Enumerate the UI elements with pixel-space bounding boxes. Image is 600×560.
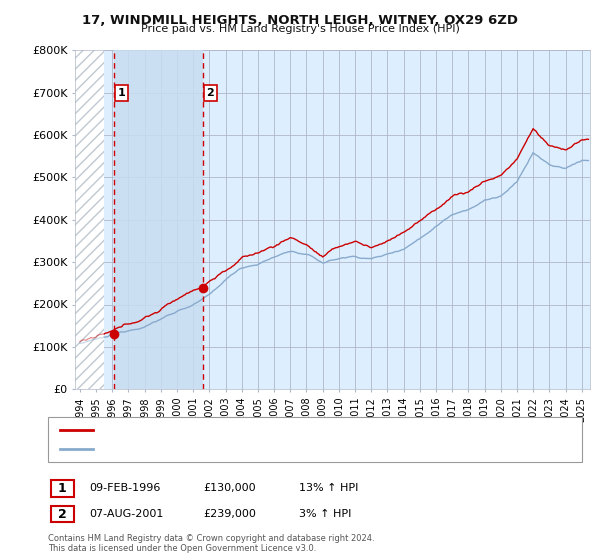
Text: 3% ↑ HPI: 3% ↑ HPI	[299, 509, 351, 519]
Text: 17, WINDMILL HEIGHTS, NORTH LEIGH, WITNEY, OX29 6ZD: 17, WINDMILL HEIGHTS, NORTH LEIGH, WITNE…	[82, 14, 518, 27]
Bar	[114, 50, 203, 389]
Text: 13% ↑ HPI: 13% ↑ HPI	[299, 483, 358, 493]
Text: 09-FEB-1996: 09-FEB-1996	[89, 483, 160, 493]
Text: 2: 2	[206, 88, 214, 98]
Text: Price paid vs. HM Land Registry's House Price Index (HPI): Price paid vs. HM Land Registry's House …	[140, 24, 460, 34]
Text: 2: 2	[58, 507, 67, 521]
Text: 1: 1	[58, 482, 67, 495]
Text: £130,000: £130,000	[203, 483, 256, 493]
Text: 07-AUG-2001: 07-AUG-2001	[89, 509, 163, 519]
Text: HPI: Average price, detached house, West Oxfordshire: HPI: Average price, detached house, West…	[97, 445, 362, 455]
Text: £239,000: £239,000	[203, 509, 256, 519]
Bar	[75, 50, 104, 389]
Text: Contains HM Land Registry data © Crown copyright and database right 2024.
This d: Contains HM Land Registry data © Crown c…	[48, 534, 374, 553]
Text: 17, WINDMILL HEIGHTS, NORTH LEIGH, WITNEY, OX29 6ZD (detached house): 17, WINDMILL HEIGHTS, NORTH LEIGH, WITNE…	[97, 424, 474, 435]
Text: 1: 1	[118, 88, 125, 98]
